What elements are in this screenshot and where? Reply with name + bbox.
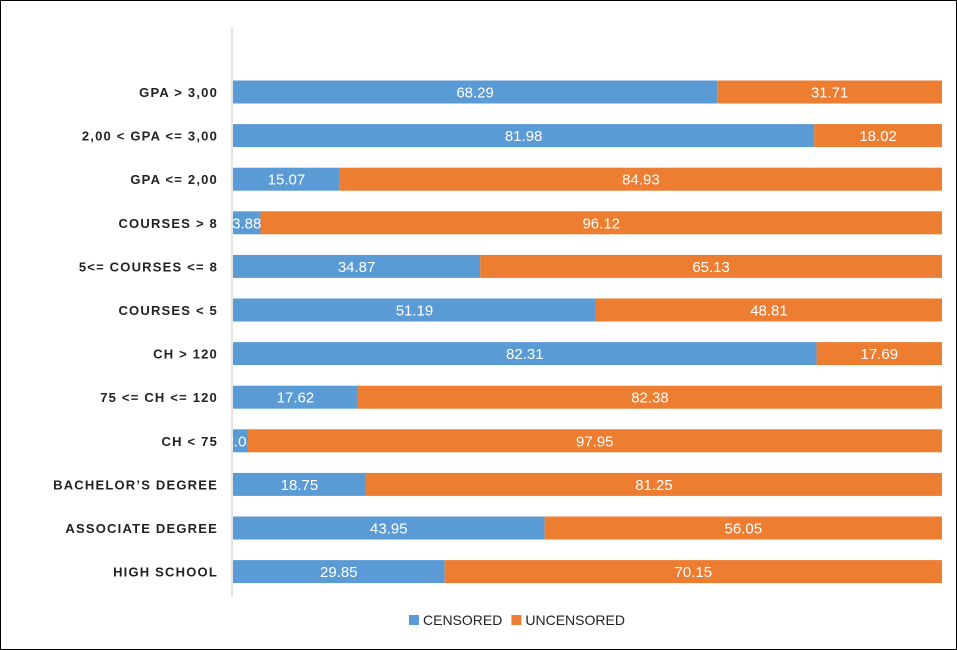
bar-censored <box>233 254 481 278</box>
category-label: 2,00 < GPA <= 3,00 <box>82 129 218 144</box>
data-label-uncensored: 84.93 <box>622 172 660 189</box>
data-label-censored: 3.88 <box>232 215 261 232</box>
bar-uncensored <box>339 167 942 191</box>
bar-censored <box>233 124 815 148</box>
data-label-censored: 51.19 <box>396 303 434 320</box>
legend-swatch-censored <box>409 615 419 625</box>
bar-censored <box>233 429 248 453</box>
data-label-censored: 82.31 <box>506 346 544 363</box>
data-label-censored: 18.75 <box>281 477 319 494</box>
bar-censored <box>233 385 358 409</box>
legend: CENSORED UNCENSORED <box>409 612 625 628</box>
category-label: GPA > 3,00 <box>139 85 218 100</box>
data-label-uncensored: 82.38 <box>631 390 669 407</box>
category-label: 5<= COURSES <= 8 <box>79 259 218 274</box>
bar-uncensored <box>480 254 942 278</box>
category-label: GPA <= 2,00 <box>130 172 218 187</box>
data-label-censored: 68.29 <box>456 85 494 102</box>
bar-uncensored <box>444 560 942 584</box>
bar-censored <box>233 516 545 540</box>
category-label: COURSES > 8 <box>118 216 218 231</box>
bar-censored <box>233 342 817 366</box>
data-label-uncensored: 65.13 <box>692 259 730 276</box>
data-label-censored: 29.85 <box>320 564 358 581</box>
category-label: HIGH SCHOOL <box>113 565 218 580</box>
data-label-uncensored: 48.81 <box>750 303 788 320</box>
data-label-censored: 81.98 <box>505 128 543 145</box>
data-label-uncensored: 18.02 <box>859 128 897 145</box>
data-label-censored: 17.62 <box>277 390 315 407</box>
bar-censored <box>233 80 718 104</box>
data-label-uncensored: 81.25 <box>635 477 673 494</box>
legend-label-uncensored: UNCENSORED <box>525 612 625 628</box>
bar-censored <box>233 211 261 235</box>
bar-uncensored <box>365 472 942 496</box>
data-label-uncensored: 70.15 <box>675 564 713 581</box>
bar-uncensored <box>247 429 942 453</box>
category-label: ASSOCIATE DEGREE <box>65 521 218 536</box>
data-label-censored: 34.87 <box>338 259 376 276</box>
legend-swatch-uncensored <box>511 615 522 625</box>
category-label: CH > 120 <box>153 347 218 362</box>
data-label-uncensored: 96.12 <box>582 215 620 232</box>
data-label-censored: 43.95 <box>370 521 408 538</box>
data-label-uncensored: 17.69 <box>861 346 899 363</box>
category-label: 75 <= CH <= 120 <box>100 390 218 405</box>
bar-censored <box>233 472 366 496</box>
bar-censored <box>233 167 340 191</box>
bar-uncensored <box>595 298 942 322</box>
category-label: COURSES < 5 <box>118 303 218 318</box>
data-label-uncensored: 97.95 <box>576 433 614 450</box>
bar-uncensored <box>544 516 942 540</box>
bar-uncensored <box>814 124 942 148</box>
bar-uncensored <box>816 342 942 366</box>
bar-uncensored <box>357 385 942 409</box>
data-label-censored: 15.07 <box>268 172 306 189</box>
legend-label-censored: CENSORED <box>423 612 502 628</box>
bar-censored <box>233 560 445 584</box>
data-label-uncensored: 31.71 <box>811 85 849 102</box>
bar-uncensored <box>717 80 942 104</box>
bar-censored <box>233 298 596 322</box>
category-label: BACHELOR’S DEGREE <box>53 477 218 492</box>
data-label-uncensored: 56.05 <box>725 521 763 538</box>
bar-uncensored <box>260 211 942 235</box>
category-label: CH < 75 <box>162 434 218 449</box>
